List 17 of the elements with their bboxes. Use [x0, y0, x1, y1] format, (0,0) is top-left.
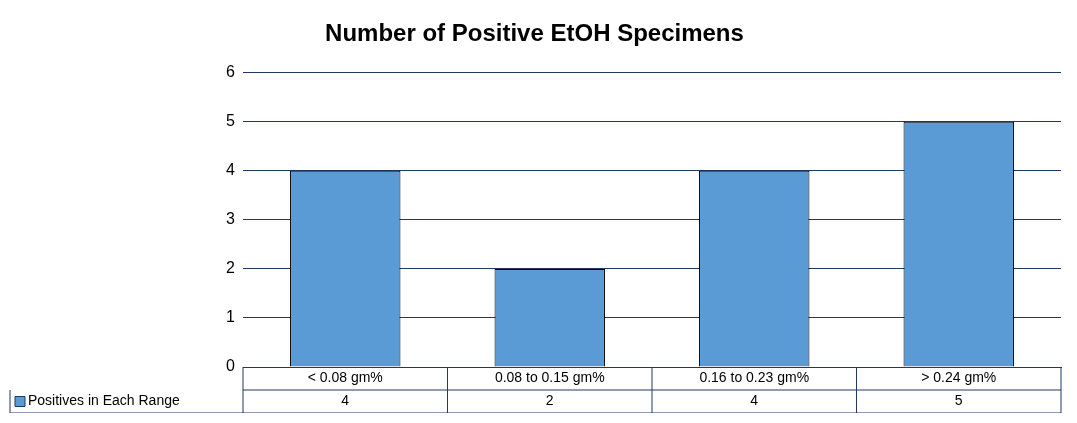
y-tick-label: 0 [226, 357, 236, 375]
y-tick-label: 4 [226, 161, 236, 179]
data-label: 2 [545, 392, 554, 409]
x-tick-label: 0.08 to 0.15 gm% [494, 369, 605, 386]
y-tick-label: 2 [226, 259, 236, 277]
legend-label: Positives in Each Range [28, 392, 180, 409]
y-tick-label: 6 [226, 63, 236, 81]
data-label: 4 [341, 392, 350, 409]
data-label: 4 [750, 392, 759, 409]
chart-title: Number of Positive EtOH Specimens [325, 19, 744, 47]
x-tick-label: > 0.24 gm% [921, 369, 997, 386]
data-label: 5 [954, 392, 963, 409]
y-tick-label: 1 [226, 308, 236, 326]
y-tick-label: 3 [226, 210, 236, 228]
x-tick-label: 0.16 to 0.23 gm% [699, 369, 810, 386]
y-tick-label: 5 [226, 112, 236, 130]
x-tick-label: < 0.08 gm% [307, 369, 383, 386]
